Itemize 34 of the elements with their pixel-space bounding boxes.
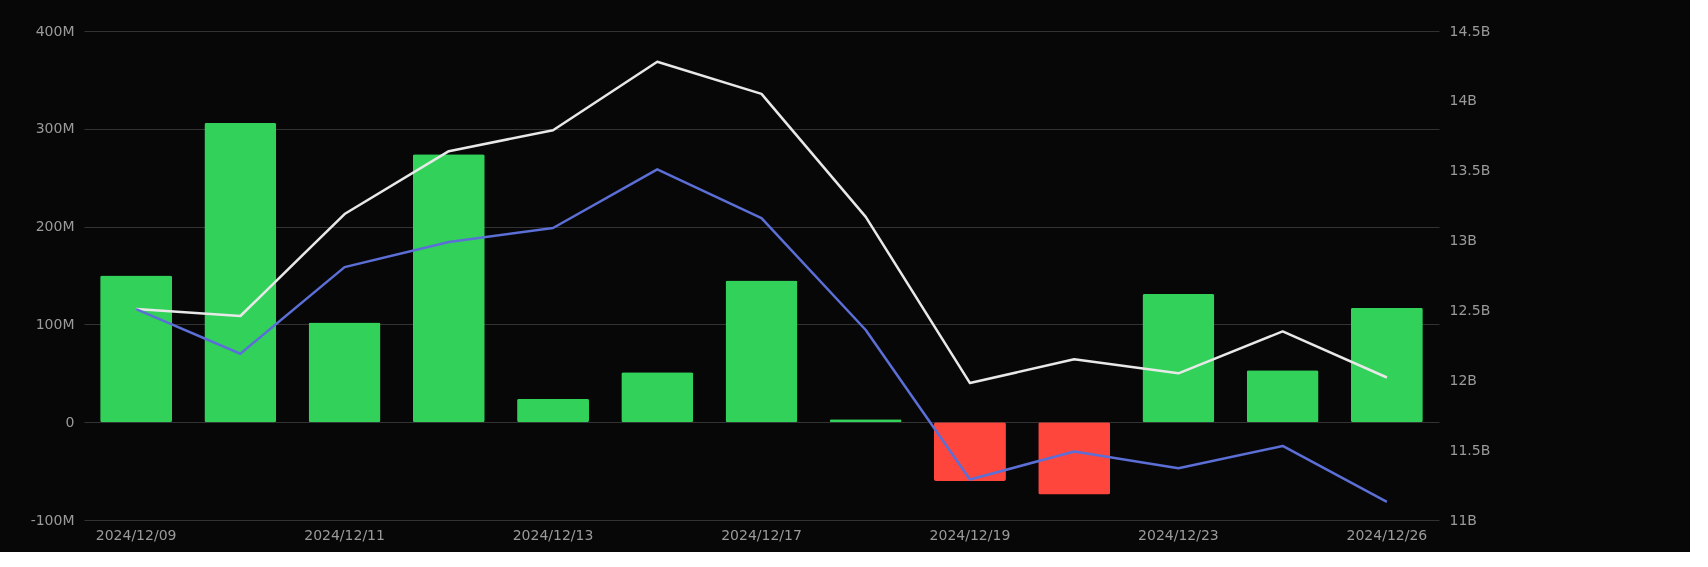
y-tick-label: 400M: [35, 22, 75, 39]
bar: [725, 280, 798, 423]
y-tick-label: 100M: [35, 315, 75, 332]
x-tick-label: 2024/12/11: [304, 526, 385, 543]
bar: [621, 372, 694, 423]
y2-tick-label: 12.5B: [1449, 301, 1491, 318]
y-tick-label: 0: [65, 413, 75, 430]
bar: [1038, 422, 1111, 495]
y2-tick-label: 11B: [1449, 511, 1477, 528]
bar: [1246, 370, 1319, 423]
y-tick-label: 300M: [35, 120, 75, 137]
x-tick-label: 2024/12/19: [929, 526, 1011, 543]
bar: [308, 322, 381, 423]
x-tick-label: 2024/12/13: [512, 526, 594, 543]
y2-tick-label: 14.5B: [1449, 22, 1491, 39]
bar: [204, 122, 277, 423]
line-series: [134, 168, 1389, 504]
y2-tick-label: 12B: [1449, 371, 1477, 388]
bar: [517, 398, 589, 423]
y-tick-label: -100M: [30, 511, 75, 528]
bar: [100, 275, 173, 423]
y2-tick-label: 14B: [1449, 92, 1477, 109]
x-tick-label: 2024/12/23: [1138, 526, 1219, 543]
bar: [934, 422, 1006, 481]
y-tick-label: 200M: [35, 218, 75, 235]
x-tick-label: 2024/12/09: [95, 526, 177, 543]
y2-tick-label: 11.5B: [1449, 441, 1491, 458]
bar: [412, 154, 485, 423]
bar: [1142, 294, 1215, 423]
x-tick-label: 2024/12/17: [721, 526, 802, 543]
x-tick-label: 2024/12/26: [1346, 526, 1428, 543]
bar: [1350, 307, 1423, 423]
y2-tick-label: 13.5B: [1449, 162, 1491, 179]
y2-tick-label: 13B: [1449, 232, 1477, 249]
